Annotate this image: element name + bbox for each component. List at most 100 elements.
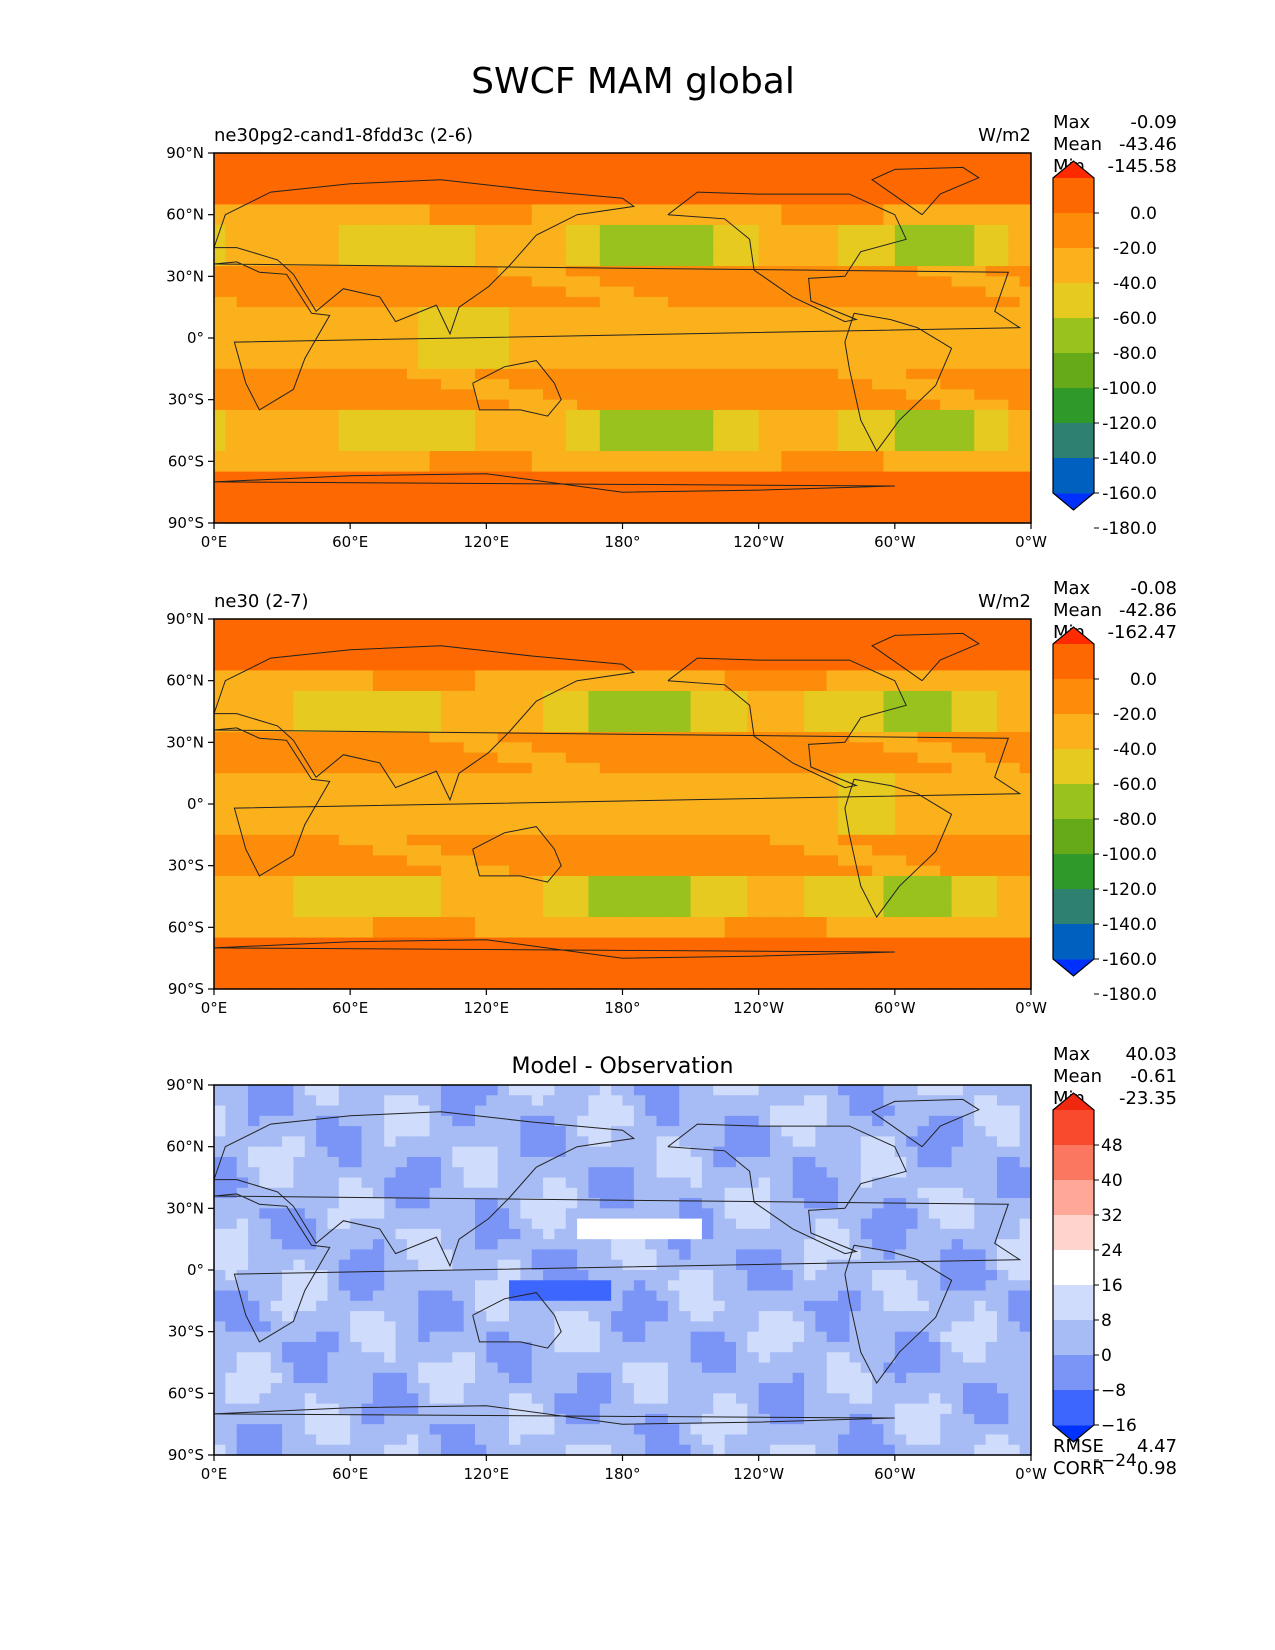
heatmap-cell xyxy=(928,327,941,339)
heatmap-cell xyxy=(248,224,260,236)
heatmap-cell xyxy=(327,886,340,898)
heatmap-cell xyxy=(656,886,669,898)
heatmap-cell xyxy=(361,824,374,836)
heatmap-cell xyxy=(497,163,510,175)
heatmap-cell xyxy=(486,420,499,432)
heatmap-cell xyxy=(679,296,692,308)
heatmap-cell xyxy=(985,389,998,401)
heatmap-cell xyxy=(645,793,658,805)
heatmap-cell xyxy=(248,368,260,380)
heatmap-cell xyxy=(940,173,953,185)
heatmap-cell xyxy=(350,461,363,473)
heatmap-cell xyxy=(327,420,340,432)
heatmap-cell xyxy=(384,875,397,887)
heatmap-cell xyxy=(804,276,817,288)
heatmap-cell xyxy=(270,276,283,288)
heatmap-cell xyxy=(327,752,340,764)
heatmap-cell xyxy=(735,368,748,380)
heatmap-cell xyxy=(440,773,453,785)
heatmap-cell xyxy=(781,235,794,247)
heatmap-cell xyxy=(236,629,249,641)
heatmap-cell xyxy=(384,680,397,692)
heatmap-cell xyxy=(372,619,385,630)
heatmap-cell xyxy=(270,629,283,641)
heatmap-cell xyxy=(361,512,374,524)
heatmap-cell xyxy=(815,814,828,826)
heatmap-cell xyxy=(747,711,760,723)
heatmap-cell xyxy=(418,711,431,723)
heatmap-cell xyxy=(804,255,817,267)
heatmap-cell xyxy=(974,629,987,641)
heatmap-cell xyxy=(259,214,272,226)
heatmap-cell xyxy=(509,307,521,319)
heatmap-cell xyxy=(770,235,782,247)
heatmap-cell xyxy=(826,629,839,641)
heatmap-cell xyxy=(225,173,238,185)
heatmap-cell xyxy=(509,204,521,216)
heatmap-cell xyxy=(679,338,692,349)
heatmap-cell xyxy=(474,163,487,175)
heatmap-cell xyxy=(667,937,680,949)
heatmap-cell xyxy=(338,834,351,846)
heatmap-cell xyxy=(917,752,930,764)
heatmap-cell xyxy=(259,619,272,630)
heatmap-cell xyxy=(792,224,805,236)
heatmap-cell xyxy=(883,927,896,939)
heatmap-cell xyxy=(509,917,521,928)
heatmap-cell xyxy=(781,793,794,805)
heatmap-cell xyxy=(656,399,669,411)
heatmap-cell xyxy=(486,276,499,288)
heatmap-cell xyxy=(849,183,862,195)
heatmap-cell xyxy=(486,875,499,887)
heatmap-cell xyxy=(531,153,544,164)
heatmap-cell xyxy=(792,440,805,452)
heatmap-cell xyxy=(985,917,998,928)
heatmap-cell xyxy=(497,420,510,432)
heatmap-cell xyxy=(917,711,930,723)
heatmap-cell xyxy=(304,917,317,928)
heatmap-cell xyxy=(486,742,499,754)
heatmap-cell xyxy=(815,296,828,308)
heatmap-cell xyxy=(849,307,862,319)
heatmap-cell xyxy=(520,512,533,524)
heatmap-cell xyxy=(860,834,873,846)
heatmap-cell xyxy=(599,348,612,360)
heatmap-cell xyxy=(588,317,601,329)
heatmap-cell xyxy=(724,481,737,493)
heatmap-cell xyxy=(747,317,760,329)
heatmap-cell xyxy=(883,690,896,702)
heatmap-cell xyxy=(838,875,851,887)
heatmap-cell xyxy=(951,865,964,877)
heatmap-cell xyxy=(429,834,442,846)
heatmap-cell xyxy=(611,317,624,329)
heatmap-cell xyxy=(361,409,374,421)
heatmap-cell xyxy=(815,619,828,630)
heatmap-cell xyxy=(543,235,556,247)
heatmap-cell xyxy=(248,649,260,661)
heatmap-cell xyxy=(225,639,238,651)
heatmap-cell xyxy=(735,865,748,877)
heatmap-cell xyxy=(781,649,794,661)
heatmap-cell xyxy=(611,296,624,308)
heatmap-cell xyxy=(951,481,964,493)
heatmap-cell xyxy=(826,896,839,908)
heatmap-cell xyxy=(270,917,283,928)
heatmap-cell xyxy=(361,773,374,785)
heatmap-cell xyxy=(531,896,544,908)
heatmap-cell xyxy=(633,793,646,805)
heatmap-cell xyxy=(758,845,771,856)
heatmap-cell xyxy=(474,670,487,682)
heatmap-cell xyxy=(917,783,930,795)
heatmap-cell xyxy=(622,845,635,856)
heatmap-cell xyxy=(838,690,851,702)
heatmap-cell xyxy=(304,896,317,908)
heatmap-cell xyxy=(588,173,601,185)
heatmap-cell xyxy=(406,235,419,247)
heatmap-cell xyxy=(770,204,782,216)
heatmap-cell xyxy=(747,649,760,661)
heatmap-cell xyxy=(611,732,624,743)
heatmap-cell xyxy=(962,153,975,164)
heatmap-cell xyxy=(565,399,578,411)
heatmap-cell xyxy=(486,711,499,723)
heatmap-cell xyxy=(474,440,487,452)
